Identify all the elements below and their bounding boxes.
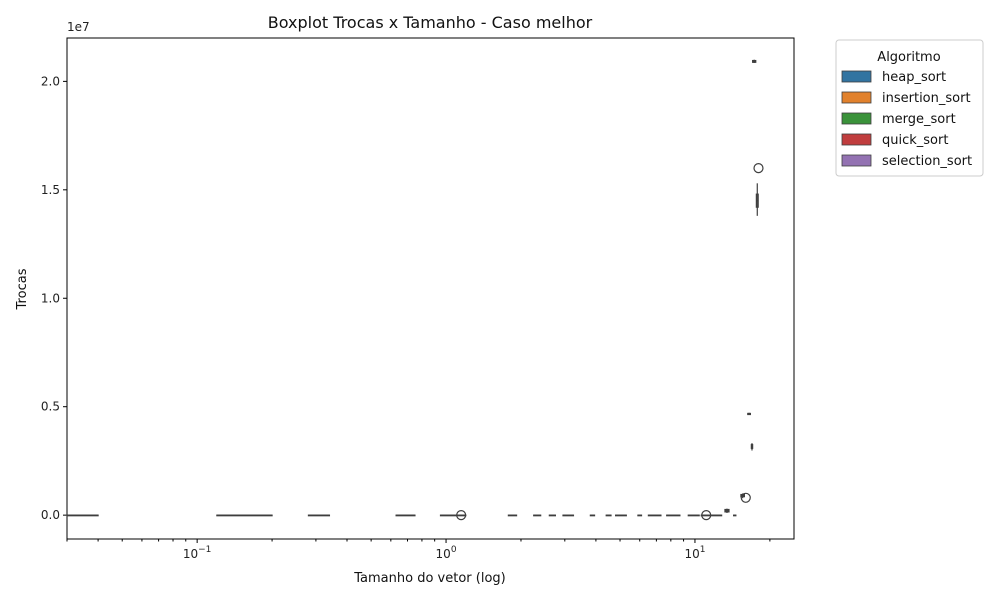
legend-frame (835, 39, 984, 177)
legend-label: merge_sort (882, 112, 956, 127)
box (750, 443, 754, 451)
box (666, 514, 681, 517)
box (589, 514, 596, 517)
x-axis: 10−1 100 101 (66, 539, 771, 561)
legend: Algoritmo heap_sort insertion_sort merge_s… (835, 39, 984, 177)
box (700, 514, 723, 517)
legend-label: insertion_sort (882, 91, 971, 106)
y-tick-label: 1.0 (41, 291, 60, 305)
y-axis: 0.0 0.5 1.0 1.5 2.0 (41, 74, 67, 522)
legend-swatch (841, 133, 872, 146)
legend-label: selection_sort (882, 154, 972, 169)
box (733, 514, 737, 517)
box (548, 514, 556, 517)
box (216, 514, 273, 517)
box (724, 508, 730, 513)
legend-swatch (841, 112, 872, 125)
box (533, 514, 542, 517)
x-tick-label: 100 (436, 545, 457, 561)
y-tick-label: 0.0 (41, 508, 60, 522)
box (615, 514, 627, 517)
box (395, 514, 416, 517)
x-tick-label: 10−1 (183, 545, 212, 561)
y-tick-label: 0.5 (41, 400, 60, 414)
legend-label: quick_sort (882, 133, 948, 148)
legend-swatch (841, 70, 872, 83)
y-tick-label: 2.0 (41, 74, 60, 88)
outlier-point (701, 510, 712, 521)
box (439, 514, 467, 517)
box (605, 514, 612, 517)
outlier-point (753, 163, 764, 174)
y-axis-title: Trocas (15, 268, 30, 310)
y-offset-label: 1e7 (67, 20, 90, 34)
outlier-point (456, 510, 467, 521)
box (740, 493, 745, 499)
legend-swatch (841, 91, 872, 104)
box (755, 183, 759, 216)
legend-title: Algoritmo (877, 50, 940, 65)
box (562, 514, 575, 517)
box (747, 412, 751, 416)
box (307, 514, 331, 517)
y-tick-label: 1.5 (41, 183, 60, 197)
box (637, 514, 643, 517)
box (687, 514, 700, 517)
plot-marks (66, 59, 764, 521)
box (507, 514, 518, 517)
legend-swatch (841, 154, 872, 167)
box (647, 514, 662, 517)
box (66, 514, 99, 517)
chart-title: Boxplot Trocas x Tamanho - Caso melhor (268, 13, 593, 32)
x-axis-title: Tamanho do vetor (log) (353, 571, 505, 586)
plot-area (66, 37, 795, 540)
legend-label: heap_sort (882, 70, 946, 85)
x-tick-label: 101 (684, 545, 705, 561)
outlier-point (740, 492, 751, 503)
box (752, 59, 757, 63)
